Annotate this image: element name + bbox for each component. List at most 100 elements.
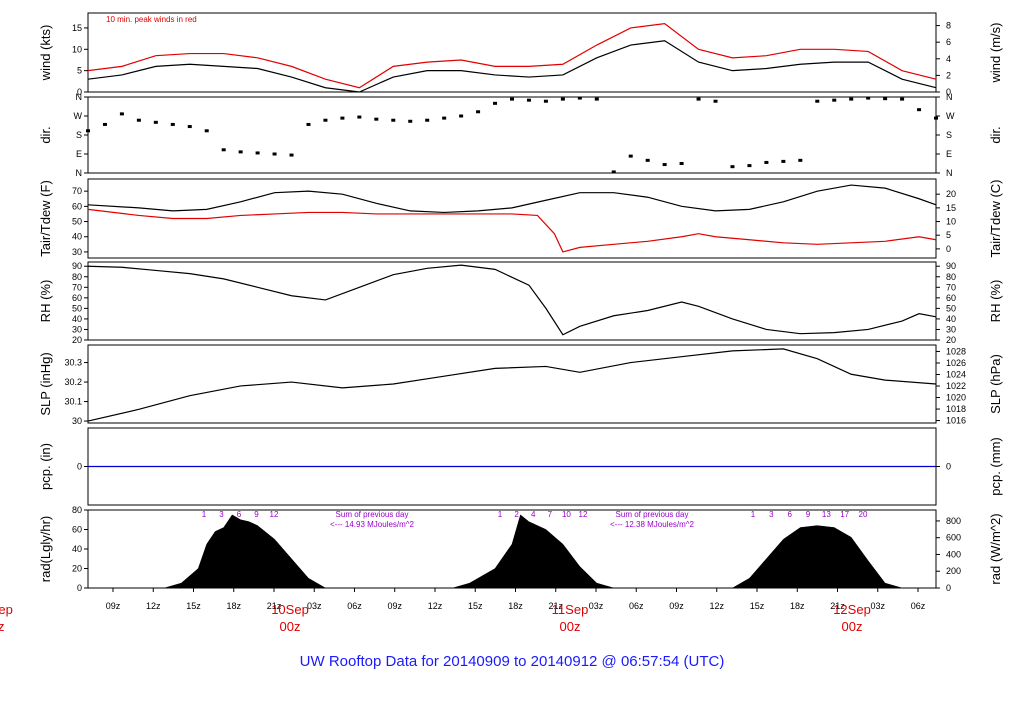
x-tick-label: 21z (267, 601, 282, 611)
wind-annotation: 10 min. peak winds in red (106, 15, 197, 24)
uv-hour-label: 13 (822, 510, 831, 519)
wind-y2tick-label: 2 (946, 70, 951, 80)
uv-hour-label: 9 (254, 510, 259, 519)
dir-ytick-label: N (76, 168, 83, 178)
dir-point (645, 158, 650, 162)
date-label-day: 10Sep (0, 602, 13, 617)
date-label-time: 00z (280, 619, 301, 634)
dir-point (187, 125, 192, 129)
dir-point (611, 170, 616, 174)
dir-point (900, 97, 905, 101)
x-tick-label: 03z (870, 601, 885, 611)
uv-hour-label: 2 (514, 510, 519, 519)
slp-y2tick-label: 1018 (946, 404, 966, 414)
x-tick-label: 09z (387, 601, 402, 611)
rh-ytick-label: 60 (72, 293, 82, 303)
x-tick-label: 15z (468, 601, 483, 611)
rad-y2tick-label: 800 (946, 516, 961, 526)
rh-ytick-label: 80 (72, 272, 82, 282)
rh-ytick-label: 50 (72, 303, 82, 313)
uv-hour-label: 17 (840, 510, 849, 519)
temp-y2tick-label: 0 (946, 244, 951, 254)
dir-point (526, 98, 531, 102)
dir-ytick-label: E (76, 149, 82, 159)
dir-ytick-label: N (76, 92, 83, 102)
temp-y2tick-label: 5 (946, 230, 951, 240)
dir-point (102, 122, 107, 126)
slp-y2tick-label: 1022 (946, 381, 966, 391)
dir-point (594, 97, 599, 101)
dir-point (917, 108, 922, 112)
dir-y2label: dir. (988, 126, 1003, 143)
panel-dir: dir. dir.N NE ES SW WN N (38, 92, 1003, 178)
slp-y2tick-label: 1024 (946, 369, 966, 379)
temp-series-2 (87, 208, 937, 253)
date-label: 10Sep 00z (0, 602, 13, 634)
x-tick-label: 21z (548, 601, 563, 611)
dir-point (255, 151, 260, 155)
dir-point (289, 153, 294, 157)
date-label-time: 00z (842, 619, 863, 634)
dir-point (662, 163, 667, 167)
dir-point (170, 122, 175, 126)
panel-temp: Tair/Tdew (F) Tair/Tdew (C) 30 40 50 60 70 0 5 10… (38, 178, 1003, 259)
uv-hour-label: 1 (202, 510, 207, 519)
uv-hour-label: 9 (806, 510, 811, 519)
temp-ytick-label: 60 (72, 201, 82, 211)
temp-y2tick-label: 15 (946, 203, 956, 213)
dir-point (272, 152, 277, 156)
wind-y2tick-label: 4 (946, 54, 951, 64)
dir-point (323, 118, 328, 122)
rh-y2tick-label: 20 (946, 335, 956, 345)
slp-ytick-label: 30 (72, 416, 82, 426)
temp-y2label: Tair/Tdew (C) (988, 179, 1003, 257)
x-tick-label: 18z (226, 601, 241, 611)
dir-point (459, 114, 464, 118)
date-label-time: 00z (0, 619, 4, 634)
wind-ytick-label: 15 (72, 23, 82, 33)
dir-point (849, 97, 854, 101)
dir-point (391, 118, 396, 122)
dir-point (340, 116, 345, 120)
wind-ytick-label: 0 (77, 87, 82, 97)
slp-y2tick-label: 1028 (946, 346, 966, 356)
rh-ylabel: RH (%) (38, 280, 53, 323)
dir-point (696, 97, 701, 101)
x-tick-label: 06z (629, 601, 644, 611)
temp-ytick-label: 50 (72, 217, 82, 227)
rad-annotation: <--- 14.93 MJoules/m^2 (330, 520, 415, 529)
dir-point (408, 119, 413, 123)
slp-y2tick-label: 1026 (946, 358, 966, 368)
slp-ytick-label: 30.2 (64, 377, 82, 387)
x-tick-label: 15z (186, 601, 201, 611)
rad-ytick-label: 40 (72, 544, 82, 554)
x-tick-label: 03z (307, 601, 322, 611)
rh-y2tick-label: 70 (946, 282, 956, 292)
uv-hour-label: 10 (562, 510, 571, 519)
dir-point (442, 116, 447, 120)
x-tick-label: 12z (146, 601, 161, 611)
x-tick-label: 09z (106, 601, 121, 611)
panel-rad: rad(Lgly/hr) rad (W/m^2)02040608002004006… (38, 505, 1003, 593)
dir-point (560, 97, 565, 101)
dir-y2tick-label: W (946, 111, 955, 121)
temp-ytick-label: 70 (72, 186, 82, 196)
rh-series-1 (87, 264, 937, 336)
dir-point (86, 129, 90, 133)
temp-y2tick-label: 20 (946, 189, 956, 199)
x-tick-label: 12z (709, 601, 724, 611)
rad-ytick-label: 60 (72, 525, 82, 535)
rh-ytick-label: 70 (72, 282, 82, 292)
date-label-time: 00z (560, 619, 581, 634)
dir-point (510, 97, 514, 101)
rh-y2tick-label: 30 (946, 324, 956, 334)
dir-point (747, 164, 752, 168)
dir-point (815, 99, 820, 103)
x-tick-label: 15z (750, 601, 765, 611)
temp-ylabel: Tair/Tdew (F) (38, 180, 53, 257)
slp-ylabel: SLP (inHg) (38, 352, 53, 415)
rad-ylabel: rad(Lgly/hr) (38, 516, 53, 582)
dir-y2tick-label: N (946, 92, 953, 102)
dir-point (476, 110, 481, 114)
